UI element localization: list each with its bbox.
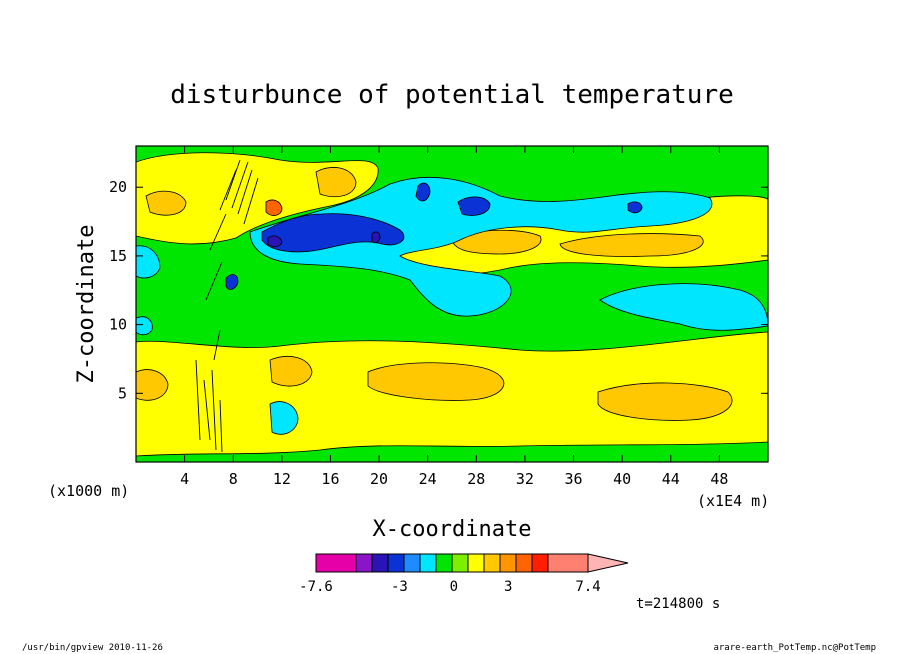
coldest-core	[267, 235, 283, 248]
colorbar-tick-label: -7.6	[299, 579, 333, 595]
y-axis-ticks: 5 10 15 20	[109, 178, 768, 402]
x-unit-left: (x1000 m)	[48, 482, 129, 500]
x-tick-label: 48	[710, 470, 728, 488]
coldest-core	[371, 231, 381, 244]
colorbar	[315, 553, 629, 573]
cool-core	[269, 401, 299, 435]
colorbar-tick-label: -3	[391, 579, 408, 595]
y-axis-label: Z-coordinate	[74, 225, 99, 384]
colorbar-segment	[419, 553, 437, 573]
colorbar-arrow	[587, 553, 629, 573]
contour-streak	[211, 369, 217, 451]
colorbar-tick-label: 3	[504, 579, 512, 595]
cold-core	[261, 213, 405, 253]
contour-streak	[203, 379, 211, 441]
chart-title: disturbunce of potential temperature	[170, 80, 734, 110]
colorbar-segment	[387, 553, 405, 573]
warm-core	[597, 382, 733, 421]
colorbar-segment	[355, 553, 373, 573]
x-tick-label: 44	[662, 470, 680, 488]
x-axis-ticks: 4 8 12 16 20 24 28 32 36 40 44 48	[180, 146, 728, 488]
colorbar-segment	[547, 553, 589, 573]
contour-streak	[209, 213, 227, 251]
colorbar-segment	[483, 553, 501, 573]
cold-core	[457, 196, 491, 216]
colorbar-segment	[371, 553, 389, 573]
x-tick-label: 8	[229, 470, 238, 488]
x-tick-label: 4	[180, 470, 189, 488]
warm-core	[315, 167, 357, 198]
cold-core	[225, 274, 239, 290]
cold-core	[627, 201, 643, 214]
y-tick-label: 15	[109, 247, 127, 265]
contour-streak	[219, 169, 237, 211]
cool-layer	[249, 176, 713, 317]
cool-core	[136, 245, 161, 279]
contour-streak	[213, 329, 221, 361]
contour-streak	[195, 359, 201, 441]
contour-streak	[237, 169, 253, 215]
colorbar-tick-label: 7.4	[575, 579, 600, 595]
cool-core	[136, 316, 153, 336]
x-tick-label: 36	[565, 470, 583, 488]
colorbar-segment	[403, 553, 421, 573]
contour-field	[136, 146, 768, 462]
colorbar-segment	[467, 553, 485, 573]
colorbar-segment	[435, 553, 453, 573]
colorbar-segment	[531, 553, 549, 573]
warm-core	[145, 190, 187, 216]
plot-frame	[135, 145, 769, 463]
hot-core	[265, 199, 283, 216]
x-tick-label: 40	[613, 470, 631, 488]
upper-warm-core	[451, 229, 542, 255]
x-tick-label: 20	[370, 470, 388, 488]
y-tick-label: 10	[109, 316, 127, 334]
colorbar-segment	[451, 553, 469, 573]
contour-streak	[231, 161, 249, 209]
colorbar-tick-label: 0	[450, 579, 458, 595]
contour-streak	[205, 261, 223, 301]
x-tick-label: 12	[273, 470, 291, 488]
x-unit-right: (x1E4 m)	[697, 492, 769, 510]
contour-streak	[219, 399, 223, 453]
warm-core	[367, 362, 505, 401]
x-tick-label: 24	[419, 470, 437, 488]
colorbar-segment	[315, 553, 357, 573]
x-tick-label: 28	[467, 470, 485, 488]
footer-left: /usr/bin/gpview 2010-11-26	[22, 643, 163, 653]
x-tick-label: 16	[321, 470, 339, 488]
contour-streak	[225, 159, 241, 201]
colorbar-segment	[515, 553, 533, 573]
y-tick-label: 5	[118, 384, 127, 402]
footer-right: arare-earth_PotTemp.nc@PotTemp	[713, 643, 876, 653]
y-tick-label: 20	[109, 178, 127, 196]
x-axis-label: X-coordinate	[373, 517, 532, 542]
cold-core	[415, 182, 431, 202]
colorbar-segment	[499, 553, 517, 573]
colorbar-tick-labels: -7.6 -3 0 3 7.4	[299, 579, 601, 595]
contour-streak	[243, 177, 259, 225]
warm-core	[269, 356, 313, 387]
x-tick-label: 32	[516, 470, 534, 488]
time-label: t=214800 s	[636, 596, 720, 612]
upper-warm-core	[559, 233, 704, 257]
warm-core	[136, 369, 169, 401]
